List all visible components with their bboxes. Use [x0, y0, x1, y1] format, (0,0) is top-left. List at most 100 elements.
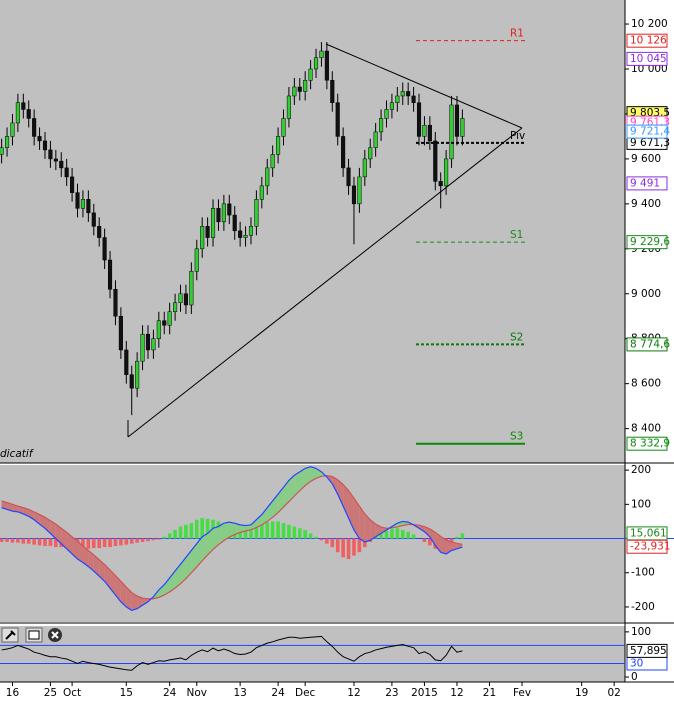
candle-body	[324, 50, 329, 81]
macd-ribbon	[288, 475, 295, 502]
candle-body	[243, 235, 248, 238]
candle-body	[216, 208, 221, 223]
candle-body	[129, 374, 134, 389]
signal-line	[1, 474, 463, 600]
candle-body	[444, 158, 449, 187]
histogram-bar	[428, 538, 432, 546]
candle-body	[330, 79, 335, 103]
y-tick-label: -200	[631, 601, 655, 613]
rsi-panel	[0, 626, 625, 682]
macd-ribbon	[88, 550, 94, 572]
window	[28, 630, 40, 640]
level-label: 9 671,3	[630, 137, 670, 149]
histogram-bar	[341, 538, 345, 558]
y-tick-label: 9 400	[631, 198, 661, 210]
candle-body	[107, 259, 113, 290]
candle-body	[59, 160, 64, 169]
macd-ribbon	[55, 524, 62, 544]
histogram-bar	[21, 538, 26, 544]
histogram-bar	[303, 529, 307, 539]
candle-body	[178, 293, 183, 303]
histogram-bar	[335, 538, 340, 553]
candle-body	[42, 140, 48, 151]
macd-ribbon	[424, 526, 430, 537]
histogram-bar	[330, 538, 335, 548]
macd-ribbon	[202, 533, 208, 561]
histogram-bar	[189, 523, 194, 539]
macd-ribbon	[1, 500, 8, 510]
histogram-bar	[124, 538, 129, 545]
level-label: 8 332,9	[630, 438, 670, 450]
macd-ribbon	[256, 514, 262, 528]
candle-body	[113, 289, 118, 317]
macd-ribbon	[316, 468, 322, 479]
histogram-bar	[390, 528, 394, 539]
histogram-bar	[422, 538, 427, 542]
level-label: 9 229,6	[630, 236, 670, 248]
histogram-bar	[48, 538, 53, 547]
candle-body	[406, 91, 411, 97]
histogram-bar	[265, 522, 270, 539]
x-tick-label: 16	[6, 687, 20, 699]
histogram-bar	[455, 536, 459, 539]
price-label: 9 721,4	[630, 126, 670, 138]
candle-body	[183, 293, 188, 306]
histogram-bar	[108, 538, 112, 548]
macd-ribbon	[435, 532, 441, 553]
candle-body	[248, 226, 254, 236]
histogram-bar	[81, 538, 85, 549]
histogram-bar	[157, 538, 161, 540]
histogram-bar	[287, 524, 291, 539]
candle-body	[227, 203, 232, 216]
histogram-bar	[178, 526, 183, 539]
candle-body	[205, 226, 210, 238]
histogram-bar	[411, 534, 416, 539]
candle-body	[21, 102, 26, 110]
candle-body	[10, 122, 15, 137]
histogram-bar	[276, 521, 280, 539]
level-label: 10 126	[630, 35, 667, 47]
macd-ribbon	[158, 584, 165, 598]
level-name: S3	[510, 431, 523, 443]
x-tick-label: Fev	[513, 687, 531, 699]
macd-ribbon	[110, 570, 116, 595]
histogram-bar	[10, 538, 15, 543]
histogram-bar	[384, 531, 389, 539]
candle-body	[422, 124, 427, 137]
macd-ribbon	[66, 532, 73, 554]
macd-ribbon	[142, 598, 148, 606]
candle-body	[91, 212, 96, 227]
histogram-bar	[314, 536, 318, 539]
y-tick-label: 9 600	[631, 153, 661, 165]
histogram-bar	[254, 524, 259, 539]
candle-body	[210, 208, 216, 238]
y-tick-label: 100	[631, 498, 651, 510]
x-tick-label: 15	[120, 687, 133, 699]
macd-ribbon	[34, 511, 40, 525]
candle-body	[454, 104, 460, 137]
candle-body	[140, 333, 145, 362]
x-tick-label: 12	[347, 687, 360, 699]
macd-ribbon	[370, 519, 376, 541]
price-label-box	[626, 176, 668, 191]
x-tick-label: 24	[163, 687, 177, 699]
toolbar[interactable]	[1, 627, 62, 643]
macd-ribbon	[305, 466, 311, 486]
candle-body	[194, 248, 199, 272]
candle-body	[48, 149, 53, 160]
macd-ribbon	[261, 507, 268, 525]
histogram-bar	[32, 538, 36, 545]
candle-body	[292, 86, 297, 97]
macd-ribbon	[93, 554, 100, 577]
y-tick-label: 0	[631, 671, 638, 683]
level-label-box	[626, 33, 668, 48]
candle-body	[368, 147, 373, 160]
histogram-bar	[5, 538, 9, 542]
x-tick-label: 2015	[411, 687, 438, 699]
histogram-bar	[352, 538, 356, 556]
macd-ribbon	[299, 468, 306, 491]
histogram-bar	[308, 533, 313, 539]
x-tick-label: 13	[233, 687, 246, 699]
histogram-bar	[194, 519, 199, 539]
candle-body	[362, 158, 367, 178]
